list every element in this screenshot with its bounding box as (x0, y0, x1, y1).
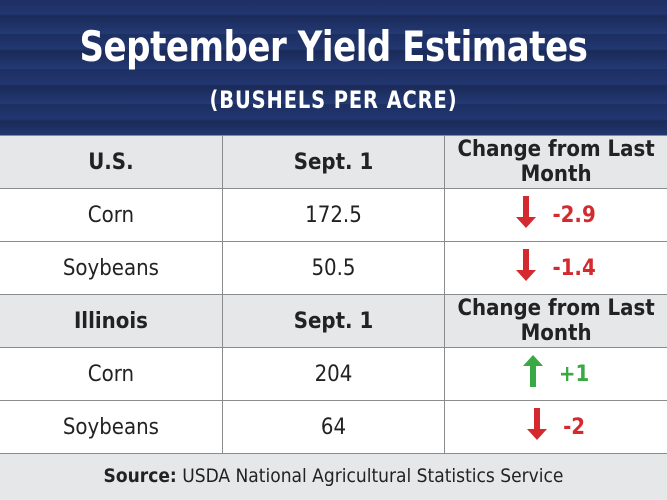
yield-table: U.S. Sept. 1 Change from Last Month Corn 172… (0, 135, 667, 454)
arrow-down-icon (527, 408, 548, 446)
title-banner: September Yield Estimates (BUSHELS PER A… (0, 0, 667, 135)
arrow-down-icon (516, 196, 537, 234)
arrow-down-icon (516, 249, 537, 287)
table-row: Soybeans 64 -2 (0, 400, 667, 454)
crop-cell: Corn (0, 347, 223, 401)
crop-cell: Soybeans (0, 241, 223, 295)
table-row: Corn 204 +1 (0, 347, 667, 401)
source-footer: Source: USDA National Agricultural Stati… (0, 452, 667, 500)
arrow-up-icon (522, 355, 543, 393)
subtitle: (BUSHELS PER ACRE) (209, 86, 458, 114)
column-header: Sept. 1 (221, 294, 446, 348)
column-header: U.S. (0, 135, 223, 189)
change-cell: -2.9 (444, 188, 667, 242)
change-value: +1 (558, 361, 590, 387)
crop-cell: Soybeans (0, 400, 223, 454)
change-cell: -2 (444, 400, 667, 454)
table-header-row: U.S. Sept. 1 Change from Last Month (0, 135, 667, 189)
change-value: -1.4 (552, 255, 596, 281)
change-value: -2 (563, 414, 586, 440)
table-row: Soybeans 50.5 -1.4 (0, 241, 667, 295)
value-cell: 64 (221, 400, 446, 454)
column-header: Change from Last Month (444, 294, 667, 348)
value-cell: 50.5 (221, 241, 446, 295)
table-header-row: Illinois Sept. 1 Change from Last Month (0, 294, 667, 348)
value-cell: 204 (221, 347, 446, 401)
change-value: -2.9 (552, 202, 596, 228)
table-row: Corn 172.5 -2.9 (0, 188, 667, 242)
column-header: Illinois (0, 294, 223, 348)
source-text: USDA National Agricultural Statistics Se… (176, 465, 564, 487)
column-header: Change from Last Month (444, 135, 667, 189)
source-label: Source: (103, 465, 177, 487)
value-cell: 172.5 (221, 188, 446, 242)
crop-cell: Corn (0, 188, 223, 242)
column-header: Sept. 1 (221, 135, 446, 189)
change-cell: +1 (444, 347, 667, 401)
change-cell: -1.4 (444, 241, 667, 295)
title: September Yield Estimates (79, 22, 588, 71)
